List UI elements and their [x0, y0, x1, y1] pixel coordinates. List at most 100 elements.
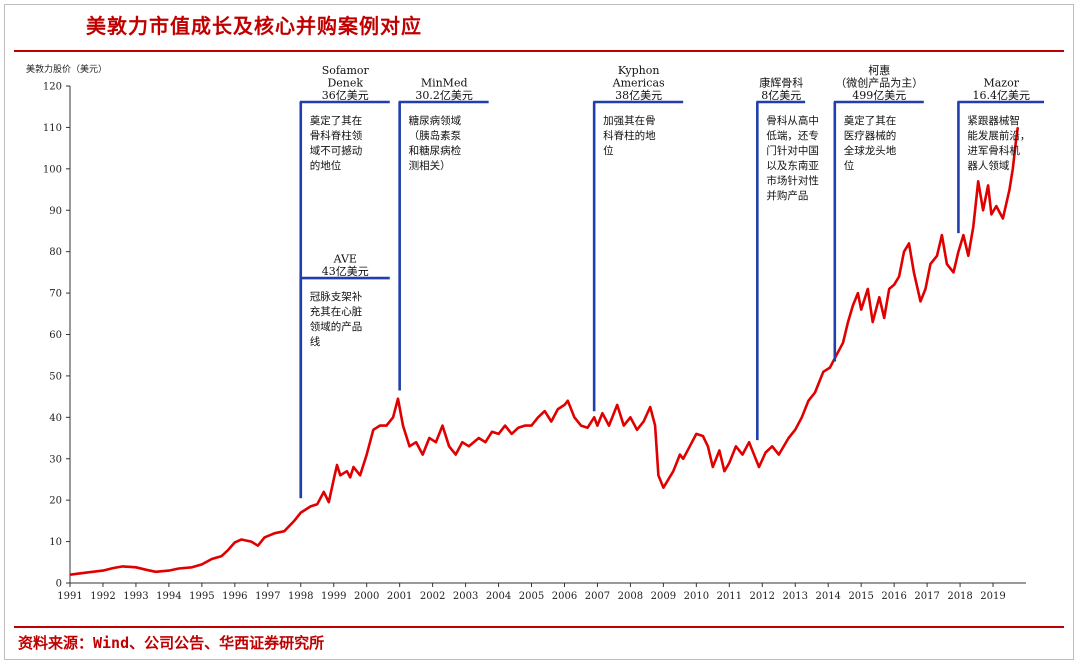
- x-tick-label: 2008: [618, 591, 643, 602]
- annotation-description: 线: [310, 335, 321, 348]
- x-tick-label: 2019: [980, 591, 1005, 602]
- price-point: [888, 288, 890, 290]
- y-tick-label: 60: [49, 330, 62, 341]
- annotation-description: 全球龙头地: [844, 144, 897, 157]
- x-tick-label: 2018: [947, 591, 972, 602]
- price-point: [544, 410, 546, 412]
- annotation-description: 门针对中国: [766, 144, 819, 157]
- y-tick-label: 120: [43, 82, 62, 93]
- annotation-description: 紧跟器械智: [967, 114, 1020, 127]
- x-tick-label: 1999: [321, 591, 346, 602]
- price-point: [924, 288, 927, 290]
- price-point: [379, 425, 381, 427]
- y-tick-label: 50: [49, 371, 62, 382]
- price-point: [967, 255, 969, 257]
- price-point: [995, 205, 997, 207]
- price-point: [557, 408, 559, 410]
- x-tick-label: 2009: [651, 591, 676, 602]
- price-point: [794, 429, 796, 431]
- price-point: [455, 454, 457, 456]
- price-point: [712, 466, 714, 468]
- annotation-description: 能发展前沿，: [967, 129, 1030, 142]
- y-tick-label: 110: [43, 123, 62, 134]
- price-point: [69, 574, 71, 576]
- price-point: [366, 454, 368, 456]
- price-point: [707, 445, 709, 447]
- price-point: [695, 433, 697, 435]
- price-point: [987, 184, 989, 186]
- price-point: [735, 445, 737, 447]
- annotation-title: Denek: [327, 77, 363, 90]
- price-point: [573, 416, 576, 418]
- price-point: [310, 505, 312, 507]
- price-point: [168, 570, 170, 572]
- x-tick-label: 2004: [486, 591, 511, 602]
- annotation-title: Americas: [612, 77, 665, 90]
- x-tick-label: 2003: [453, 591, 478, 602]
- price-point: [415, 441, 417, 443]
- x-tick-label: 2014: [815, 591, 840, 602]
- price-point: [962, 234, 965, 236]
- price-point: [257, 545, 259, 547]
- annotation-title: 43亿美元: [322, 265, 369, 278]
- y-tick-label: 80: [49, 247, 62, 258]
- price-point: [822, 371, 824, 373]
- y-tick-label: 30: [49, 454, 62, 465]
- annotation-description: 低端，还专: [766, 129, 819, 142]
- y-tick-label: 10: [49, 537, 62, 548]
- annotation-title: Kyphon: [618, 64, 660, 77]
- price-point: [842, 342, 844, 344]
- x-tick-label: 2007: [585, 591, 610, 602]
- price-point: [788, 437, 790, 439]
- price-point: [300, 511, 302, 514]
- x-tick-label: 2010: [684, 591, 709, 602]
- y-tick-label: 0: [56, 579, 62, 590]
- price-point: [145, 569, 147, 571]
- price-point: [867, 288, 869, 290]
- price-point: [112, 567, 114, 569]
- annotation-description: 骨科从高中: [766, 114, 819, 127]
- y-axis-label: 美敦力股价（美元）: [26, 63, 107, 75]
- price-point: [662, 487, 665, 489]
- annotation-description: 加强其在骨: [603, 115, 656, 127]
- x-tick-label: 2000: [354, 591, 379, 602]
- annotation-title: AVE: [333, 253, 357, 266]
- price-point: [755, 458, 757, 460]
- price-point: [728, 462, 730, 464]
- price-point: [718, 449, 721, 452]
- price-point: [898, 275, 900, 278]
- annotation-title: 30.2亿美元: [415, 89, 473, 102]
- price-point: [682, 458, 684, 460]
- price-point: [468, 445, 470, 447]
- price-point: [636, 429, 638, 431]
- x-tick-label: 2006: [552, 591, 577, 602]
- price-point: [801, 416, 803, 418]
- price-point: [530, 425, 533, 427]
- x-tick-label: 1992: [90, 591, 115, 602]
- price-point: [952, 271, 955, 273]
- price-point: [491, 431, 493, 433]
- title-divider: [14, 50, 1064, 52]
- price-point: [649, 406, 651, 408]
- x-tick-label: 2017: [914, 591, 939, 602]
- price-point: [352, 466, 355, 468]
- price-point: [461, 441, 463, 443]
- price-point: [478, 437, 480, 439]
- y-tick-label: 20: [49, 496, 62, 507]
- price-point: [623, 425, 625, 427]
- annotation-description: （胰岛素泵: [409, 129, 462, 142]
- annotation-title: 499亿美元: [852, 89, 906, 102]
- price-point: [567, 400, 569, 402]
- price-point: [946, 263, 948, 265]
- price-series-line: [69, 127, 1020, 576]
- price-point: [227, 549, 229, 551]
- price-point: [587, 427, 589, 429]
- price-point: [929, 263, 932, 265]
- price-point: [667, 478, 669, 481]
- price-point: [852, 304, 854, 307]
- price-point: [524, 425, 526, 427]
